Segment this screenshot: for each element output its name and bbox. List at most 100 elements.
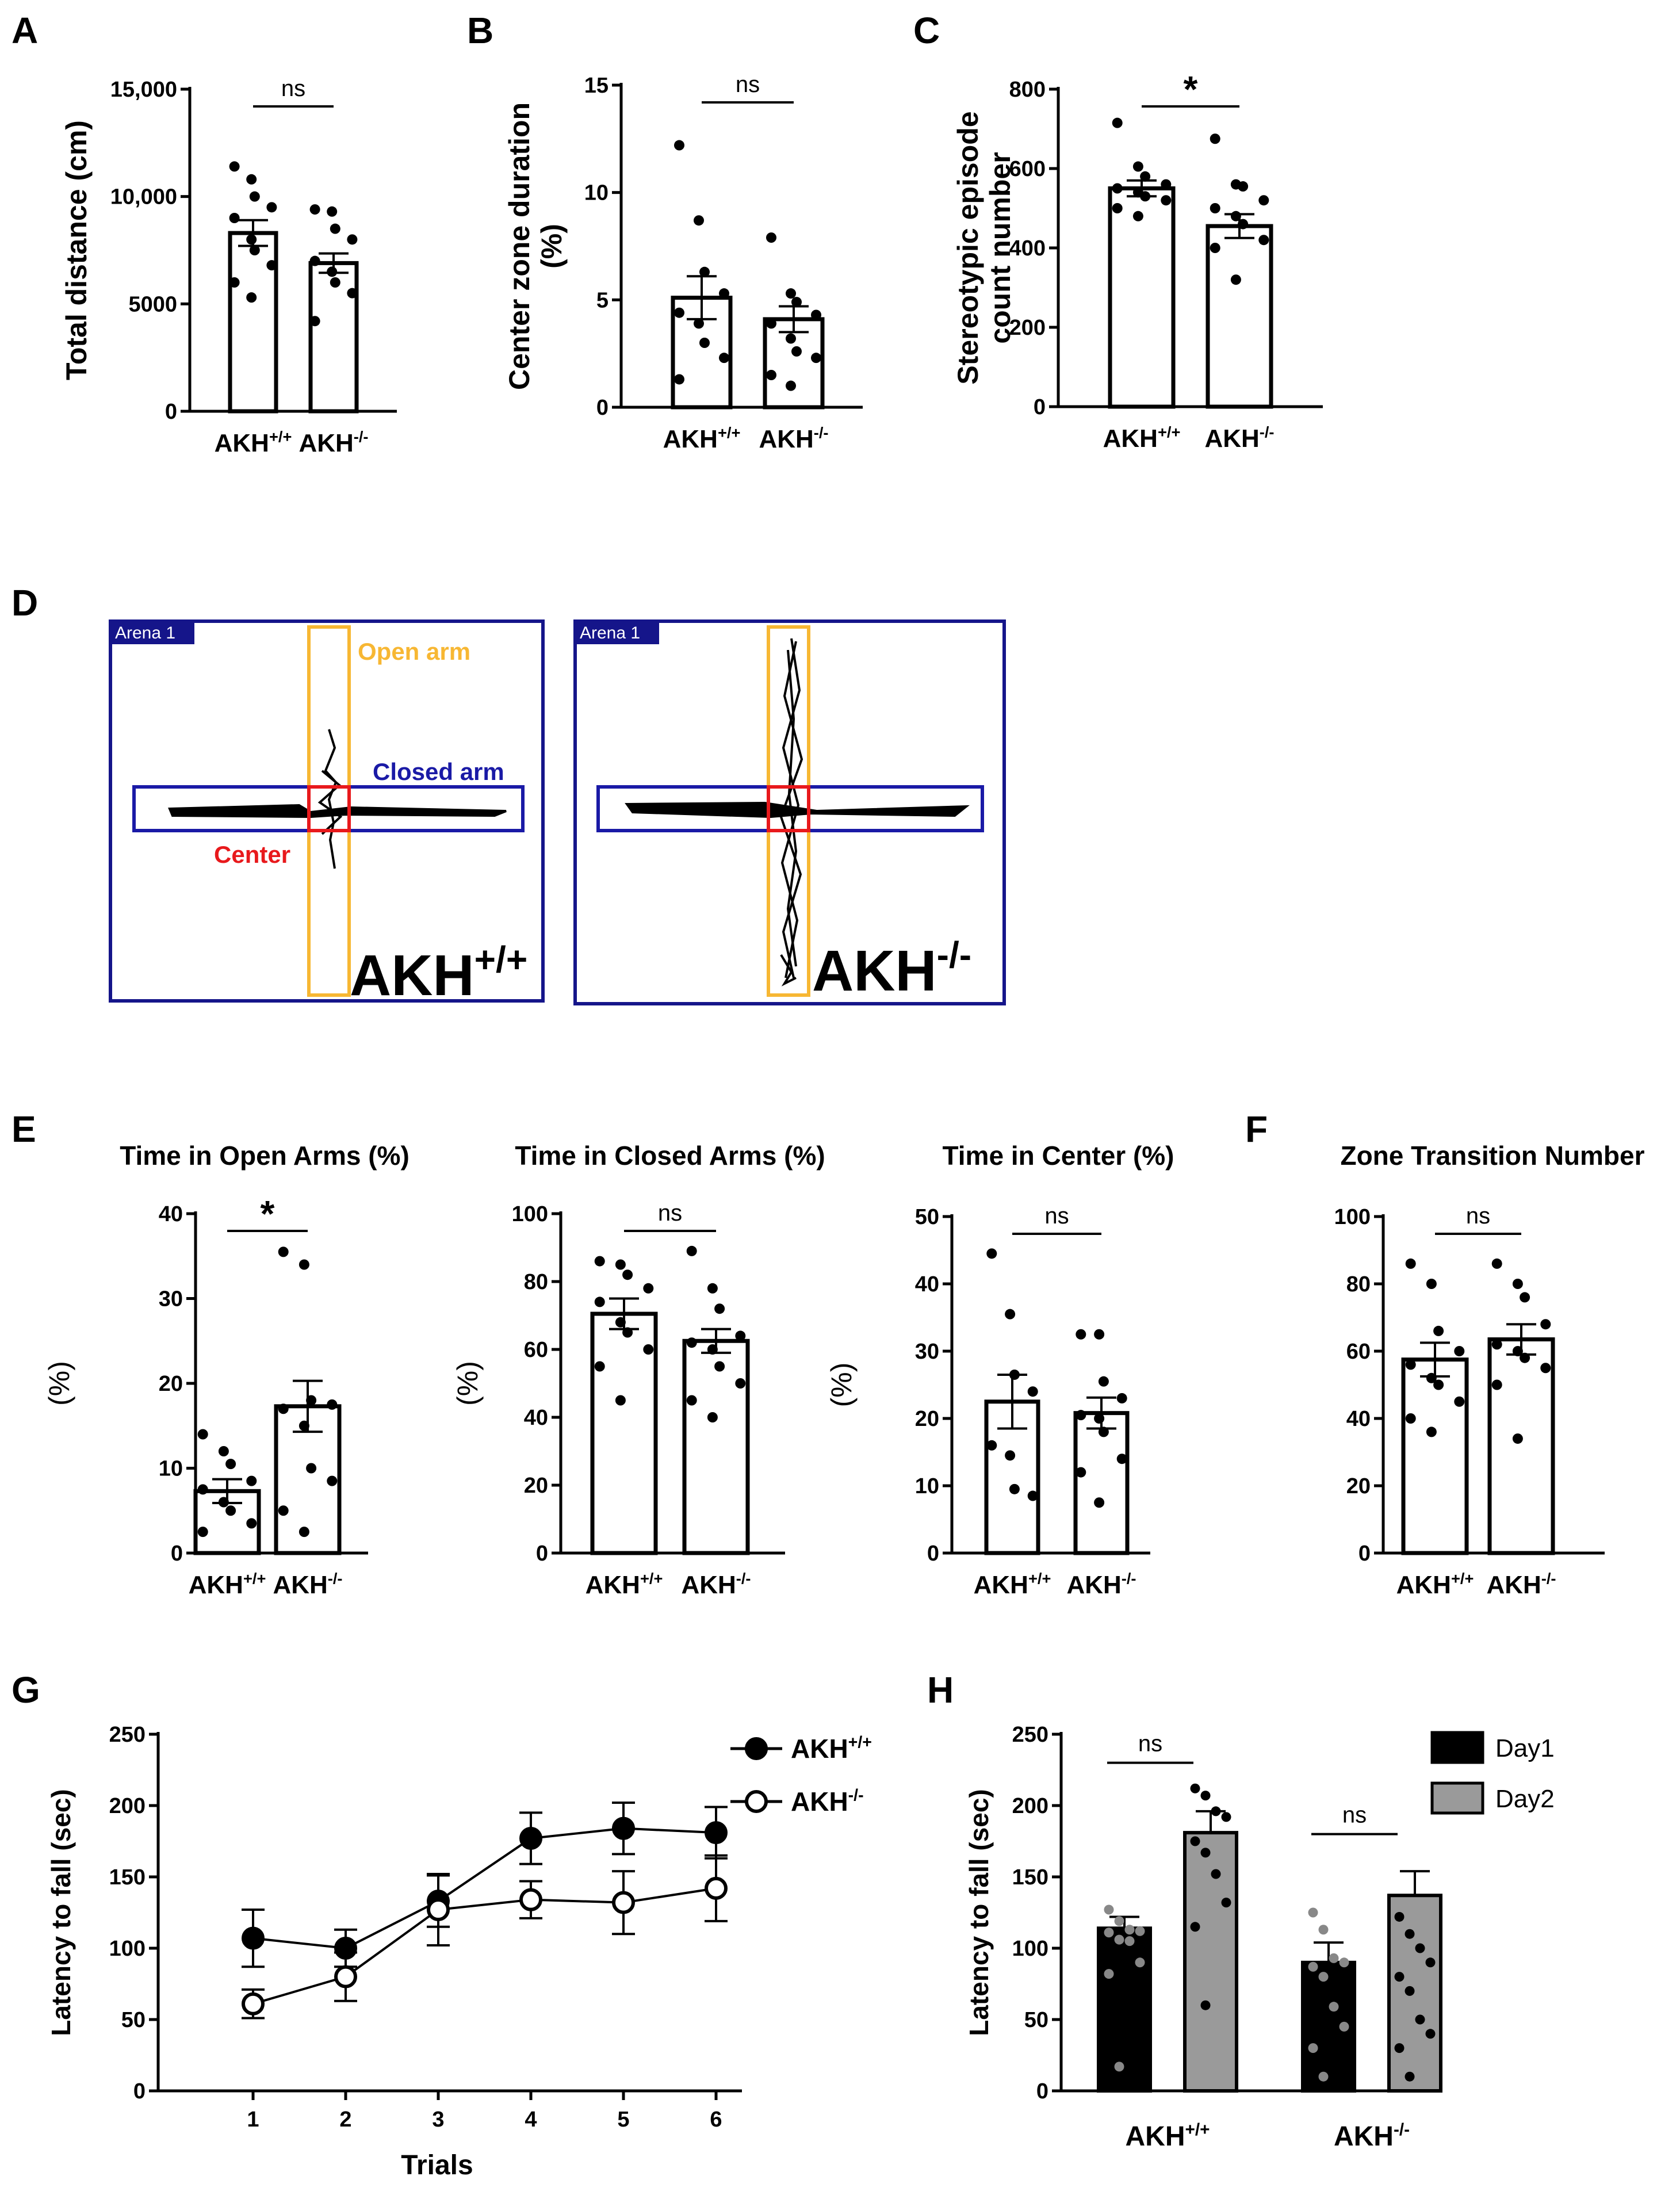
data-point [1540,1363,1551,1374]
data-point [786,380,796,391]
data-point [246,292,257,303]
data-point [1009,1369,1020,1380]
data-point [1211,1869,1221,1879]
chart-e3: 0 10 20 30 40 50 (%) Time in Center (%) AKH+/+ AK… [825,1141,1174,1599]
data-point [986,1440,997,1451]
data-point [986,1248,997,1259]
y-tick-label: 30 [915,1340,939,1364]
significance-label: ns [658,1200,682,1226]
data-point [714,1361,725,1372]
data-point [1200,2000,1211,2010]
data-point [1454,1396,1465,1407]
arena-tag-ko: Arena 1 [580,624,640,643]
data-point [643,1283,654,1294]
y-tick-label: 5000 [128,292,177,316]
data-point [1114,1934,1124,1945]
significance-label: ns [1138,1731,1162,1757]
arena-frame-wt [109,619,545,1003]
data-point [1433,1379,1444,1390]
chart-b: 0 5 10 15 Center zone duration (%) AKH+/+ AKH-/… [503,72,863,453]
data-point [218,1497,229,1508]
y-axis-label: Latency to fall (sec) [964,1789,994,2036]
y-tick-label: 200 [1009,316,1046,340]
data-point [612,1891,635,1914]
data-point [1210,203,1220,213]
chart-title: Time in Open Arms (%) [120,1141,410,1171]
chart-title: Time in Center (%) [943,1141,1174,1171]
x-tick-label: AKH-/- [1486,1569,1556,1599]
data-point [1221,1898,1231,1908]
x-tick-label: AKH+/+ [1125,2120,1210,2152]
data-point [1221,1812,1231,1822]
data-point [1210,133,1220,144]
data-point [1425,1957,1436,1968]
data-point [309,255,320,266]
data-point [686,1395,697,1406]
x-tick-label: AKH+/+ [1396,1569,1474,1599]
x-tick-label: AKH-/- [1334,2120,1410,2152]
data-point [1116,1454,1127,1464]
data-point [278,1246,289,1257]
data-point [1009,1483,1020,1494]
data-point [1114,1916,1124,1926]
data-point [1329,1953,1339,1963]
closed-arm-label: Closed arm [373,758,504,785]
panel-label-f: F [1245,1108,1268,1150]
y-tick-label: 200 [1012,1794,1048,1818]
data-point [1308,2043,1318,2053]
data-point [1132,211,1143,221]
y-tick-label: 50 [121,2008,146,2032]
x-tick-label: AKH-/- [681,1569,751,1599]
data-point [347,234,358,245]
chart-title: Time in Closed Arms (%) [515,1141,825,1171]
x-tick-label: 1 [247,2108,259,2132]
data-point [1339,2021,1349,2032]
legend-swatch [1430,1731,1484,1764]
data-point [1230,274,1241,285]
y-tick-label: 15,000 [110,78,177,102]
data-point [1339,1957,1349,1968]
data-point [1230,211,1241,221]
legend-swatch [1430,1781,1484,1815]
data-point [674,374,684,385]
data-point [766,232,776,243]
series-line [252,1887,717,2005]
data-point [249,191,260,202]
x-tick-label: AKH+/+ [1103,423,1181,453]
data-point [674,307,684,318]
track-wt [168,729,507,869]
arena-genotype-ko: AKH-/- [812,934,971,1003]
data-point [686,1245,697,1256]
x-tick-label: AKH-/- [1204,423,1274,453]
data-point [622,1269,633,1280]
data-point [327,206,338,217]
data-point [229,277,240,288]
bar [1487,1337,1555,1555]
data-point [594,1256,605,1267]
data-point [1520,1352,1530,1363]
data-point [766,370,776,380]
data-point [1394,1972,1405,1982]
data-point [1258,235,1269,246]
data-point [1161,179,1172,190]
chart-e1: 0 10 20 30 40 (%) Time in Open Arms (%) AKH+/+ A… [43,1141,410,1599]
chart-e2: 0 20 40 60 80 100 (%) Time in Closed Arms (%) AK… [451,1141,825,1599]
data-point [699,266,710,277]
data-point [707,1283,718,1294]
data-point [1005,1309,1016,1320]
x-tick-label: AKH-/- [299,427,368,457]
data-point [719,353,729,364]
y-tick-label: 250 [109,1723,146,1747]
panel-label-c: C [913,10,940,51]
data-point [1415,1943,1425,1953]
data-point [1491,1339,1502,1350]
y-tick-label: 10 [584,181,609,205]
data-point [249,245,260,255]
data-point [1491,1379,1502,1390]
data-point [1190,1922,1200,1932]
data-point [1318,2071,1329,2082]
panel-label-b: B [467,10,493,51]
y-tick-label: 20 [159,1372,183,1396]
x-tick-label: 4 [525,2108,537,2132]
